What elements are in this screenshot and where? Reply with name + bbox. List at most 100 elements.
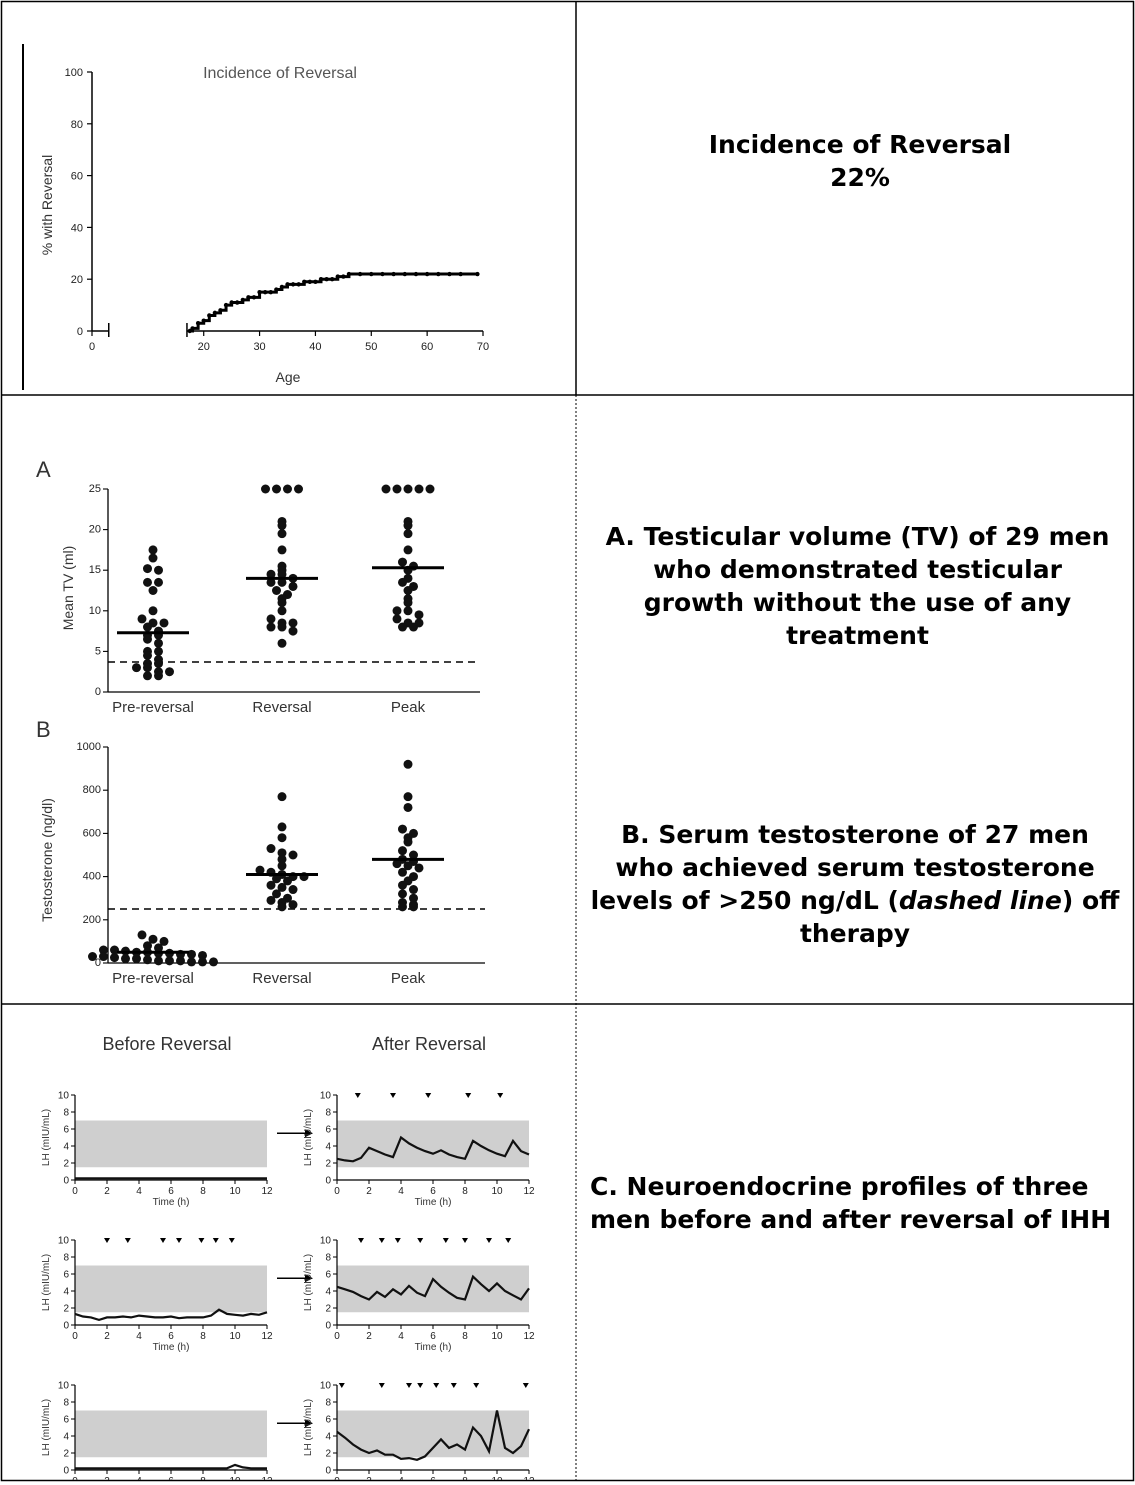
lh-x-tick-label: 2 <box>104 1476 110 1480</box>
incidence-point <box>246 295 251 300</box>
incidence-point <box>307 279 313 284</box>
lh-x-axis-label: Time (h) <box>415 1342 452 1353</box>
lh-y-tick-label: 4 <box>325 1432 331 1443</box>
lh-pulse-marker <box>442 1238 449 1243</box>
caption-testosterone-after: ) off therapy <box>799 886 1120 948</box>
lh-x-tick-label: 0 <box>72 1476 78 1480</box>
tv-chart-cell: A Mean TV (ml) 0 5 10 15 20 25 Pre-reversal Rev… <box>30 455 550 725</box>
lh-profiles-chart: Before Reversal After Reversal 0 2 4 6 8 10 0 2… <box>41 1034 535 1485</box>
lh-pulse-marker <box>378 1383 385 1388</box>
lh-profile-line <box>74 1308 268 1322</box>
incidence-point <box>187 328 192 334</box>
incidence-point <box>285 282 290 287</box>
lh-pulse-marker <box>160 1238 166 1243</box>
incidence-y-tick-label: 80 <box>71 119 83 131</box>
lh-y-tick-label: 8 <box>325 1108 331 1119</box>
tv-data-point <box>137 614 147 624</box>
tv-y-tick-label: 15 <box>89 564 101 576</box>
testosterone-y-tick-label: 600 <box>83 827 101 839</box>
lh-x-tick-label: 0 <box>334 1476 340 1480</box>
testosterone-data-point <box>255 865 265 875</box>
lh-pulse-marker <box>104 1238 110 1243</box>
lh-pulse-marker <box>450 1383 457 1388</box>
testosterone-data-point <box>266 844 276 854</box>
lh-pulse-marker <box>473 1383 480 1388</box>
testosterone-data-point <box>403 861 413 871</box>
lh-pulse-marker <box>390 1093 396 1098</box>
tv-data-point <box>277 577 287 587</box>
lh-x-tick-label: 2 <box>366 1476 372 1480</box>
tv-y-tick-label: 0 <box>95 686 101 698</box>
testosterone-data-point <box>403 802 413 812</box>
testosterone-y-axis-label: Testosterone (ng/dl) <box>39 798 55 922</box>
caption-incidence: Incidence of Reversal 22% <box>600 128 1120 194</box>
testosterone-data-point <box>143 955 152 965</box>
incidence-point <box>391 271 396 277</box>
lh-y-tick-label: 6 <box>63 1125 69 1136</box>
lh-x-tick-label: 12 <box>523 1331 535 1342</box>
tv-data-point <box>381 484 391 494</box>
tv-data-point <box>398 622 407 632</box>
lh-y-tick-label: 4 <box>63 1142 69 1153</box>
incidence-point <box>346 271 352 277</box>
incidence-point <box>290 282 296 287</box>
testosterone-data-point <box>283 876 292 886</box>
testosterone-data-point <box>132 954 141 964</box>
tv-data-point <box>266 569 276 579</box>
tv-data-point <box>403 586 413 595</box>
incidence-x-tick-label: 60 <box>421 341 433 353</box>
incidence-point <box>207 313 212 318</box>
caption-testosterone-italic: dashed line <box>898 886 1062 915</box>
tv-data-point <box>398 557 407 567</box>
lh-pulse-marker <box>433 1383 440 1388</box>
lh-x-tick-label: 6 <box>430 1331 436 1342</box>
incidence-point <box>357 271 363 277</box>
incidence-x-tick-label: 0 <box>89 341 95 353</box>
tv-data-point <box>154 638 163 648</box>
lh-x-tick-label: 0 <box>334 1331 340 1342</box>
tv-data-point <box>403 606 413 616</box>
testosterone-data-point <box>277 792 287 802</box>
lh-normal-range-band <box>75 1120 267 1168</box>
lh-x-tick-label: 4 <box>136 1186 142 1197</box>
caption-testosterone-before: B. Serum testosterone of 27 men who achi… <box>590 820 1095 915</box>
tv-data-point <box>165 667 174 677</box>
tv-data-point <box>277 521 287 531</box>
lh-y-tick-label: 2 <box>325 1449 331 1460</box>
lh-x-axis-label: Time (h) <box>153 1197 190 1208</box>
lh-x-tick-label: 4 <box>398 1476 404 1480</box>
incidence-point <box>329 277 335 282</box>
lh-x-tick-label: 6 <box>430 1476 436 1480</box>
lh-y-tick-label: 4 <box>63 1432 69 1443</box>
testosterone-data-point <box>277 833 287 843</box>
tv-data-point <box>403 521 413 531</box>
tv-data-point <box>425 484 435 494</box>
lh-y-tick-label: 10 <box>58 1091 70 1102</box>
incidence-point <box>223 302 229 308</box>
tv-data-point <box>403 529 413 539</box>
lh-y-tick-label: 4 <box>63 1287 69 1298</box>
tv-data-point <box>272 484 281 494</box>
incidence-point <box>218 308 223 313</box>
lh-y-tick-label: 10 <box>320 1091 332 1102</box>
lh-x-tick-label: 8 <box>200 1476 206 1480</box>
incidence-chart-title: Incidence of Reversal <box>203 65 357 82</box>
incidence-point <box>235 300 240 305</box>
testosterone-data-point <box>398 846 407 856</box>
lh-pulse-marker <box>394 1238 401 1243</box>
testosterone-data-point <box>110 953 119 963</box>
lh-x-axis-label: Time (h) <box>415 1197 452 1208</box>
tv-data-point <box>398 577 407 587</box>
lh-y-tick-label: 8 <box>325 1398 331 1409</box>
lh-x-tick-label: 8 <box>462 1476 468 1480</box>
testosterone-data-point <box>288 900 298 910</box>
tv-category-label: Peak <box>391 699 426 716</box>
testosterone-y-tick-label: 200 <box>83 914 101 926</box>
lh-y-tick-label: 0 <box>325 1321 331 1332</box>
tv-y-axis-label: Mean TV (ml) <box>60 546 76 631</box>
incidence-point <box>369 271 374 277</box>
lh-column-title-after: After Reversal <box>372 1034 486 1054</box>
incidence-point <box>262 289 268 295</box>
incidence-point <box>341 274 346 279</box>
lh-y-axis-label: LH (mIU/mL) <box>303 1399 314 1456</box>
